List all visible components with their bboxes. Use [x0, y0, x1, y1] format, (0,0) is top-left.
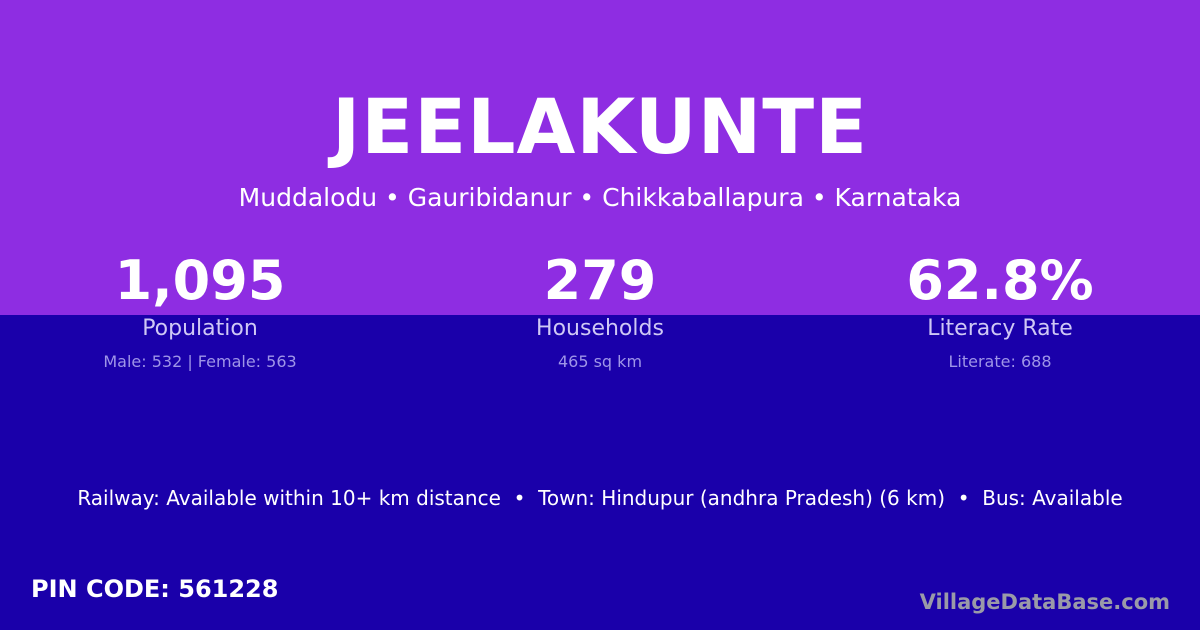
stat-label: Population	[142, 316, 258, 341]
pin-code: PIN CODE: 561228	[31, 575, 279, 603]
stat-value: 1,095	[114, 249, 286, 312]
stat-literacy: 62.8% Literacy Rate Literate: 688	[800, 249, 1200, 372]
brand-watermark: VillageDataBase.com	[919, 590, 1170, 614]
stat-detail: 465 sq km	[557, 352, 643, 371]
stat-label: Households	[536, 316, 664, 341]
stat-label: Literacy Rate	[927, 316, 1073, 341]
village-title: JEELAKUNTE	[332, 82, 868, 171]
stat-detail: Male: 532 | Female: 563	[103, 352, 297, 371]
stat-value: 62.8%	[906, 249, 1094, 312]
stat-detail: Literate: 688	[948, 352, 1052, 371]
header-band	[0, 0, 1200, 315]
stat-population: 1,095 Population Male: 532 | Female: 563	[0, 249, 400, 372]
connectivity-info: Railway: Available within 10+ km distanc…	[77, 486, 1123, 510]
stat-value: 279	[543, 249, 657, 312]
stat-households: 279 Households 465 sq km	[400, 249, 800, 372]
location-breadcrumb: Muddalodu • Gauribidanur • Chikkaballapu…	[238, 183, 962, 212]
